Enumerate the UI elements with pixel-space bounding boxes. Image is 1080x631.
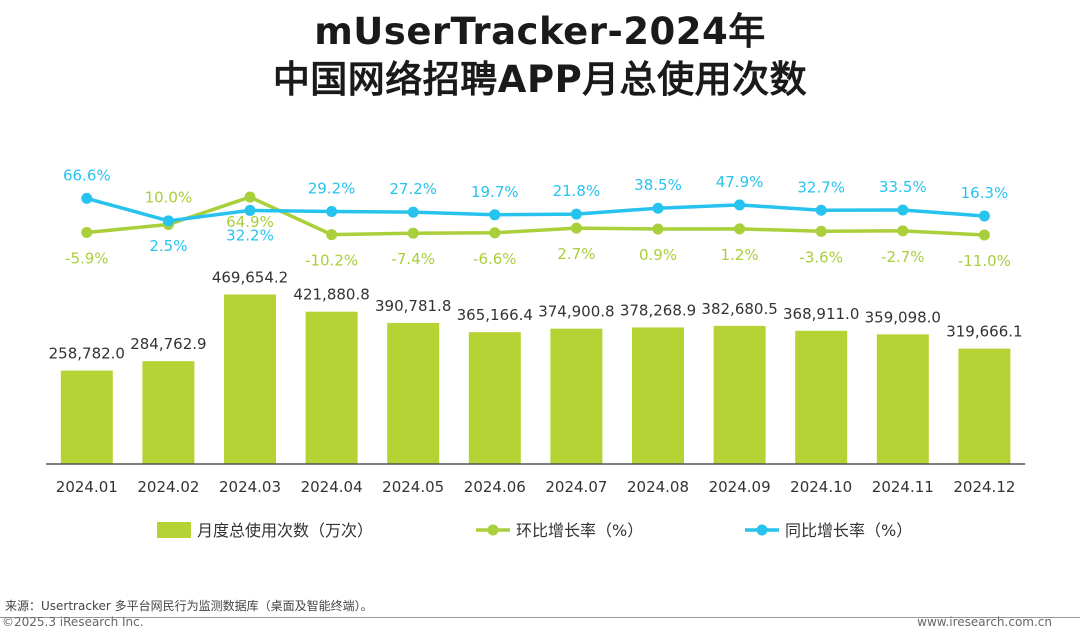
legend-bar-label: 月度总使用次数（万次） xyxy=(197,521,373,540)
mom-point xyxy=(244,191,256,203)
bar-2024.08 xyxy=(632,327,684,464)
mom-point xyxy=(652,223,664,235)
x-tick-label: 2024.09 xyxy=(709,478,771,496)
legend-bar-swatch xyxy=(157,522,191,538)
yoy-point xyxy=(978,210,990,222)
x-tick-label: 2024.01 xyxy=(56,478,118,496)
yoy-value-label: 16.3% xyxy=(961,184,1009,202)
bar-2024.02 xyxy=(142,361,195,464)
bar-value-label: 421,880.8 xyxy=(293,286,369,304)
x-tick-label: 2024.02 xyxy=(137,478,199,496)
bar-value-label: 319,666.1 xyxy=(946,323,1022,341)
yoy-point xyxy=(570,208,582,220)
mom-value-label: 0.9% xyxy=(639,246,677,264)
yoy-value-label: 33.5% xyxy=(879,178,927,196)
yoy-value-label: 21.8% xyxy=(553,182,601,200)
yoy-value-label: 32.7% xyxy=(797,178,845,196)
mom-value-label: -6.6% xyxy=(473,250,517,268)
mom-point xyxy=(326,229,338,241)
x-tick-label: 2024.03 xyxy=(219,478,281,496)
mom-value-label: 1.2% xyxy=(721,246,759,264)
mom-point xyxy=(570,222,582,234)
bar-value-label: 258,782.0 xyxy=(49,345,125,363)
chart-title-line2: 中国网络招聘APP月总使用次数 xyxy=(272,58,808,101)
mom-point xyxy=(815,225,827,237)
yoy-point xyxy=(815,204,827,216)
mom-point xyxy=(978,229,990,241)
mom-point xyxy=(489,227,501,239)
mom-value-label: -10.2% xyxy=(305,252,358,270)
x-tick-label: 2024.06 xyxy=(464,478,526,496)
copyright-text: ©2025.3 iResearch Inc. xyxy=(2,615,144,629)
bar-value-label: 469,654.2 xyxy=(212,268,288,286)
x-tick-label: 2024.04 xyxy=(301,478,363,496)
yoy-point xyxy=(244,204,256,216)
yoy-point xyxy=(162,215,174,227)
yoy-point xyxy=(897,204,909,216)
legend-yoy-marker xyxy=(756,524,768,536)
x-tick-label: 2024.11 xyxy=(872,478,934,496)
bar-2024.01 xyxy=(60,370,113,464)
yoy-point xyxy=(489,209,501,221)
bar-2024.06 xyxy=(468,332,521,464)
yoy-point xyxy=(734,199,746,211)
yoy-point xyxy=(652,202,664,214)
chart-title-line1: mUserTracker-2024年 xyxy=(314,10,766,53)
bar-value-label: 368,911.0 xyxy=(783,305,859,323)
bar-2024.12 xyxy=(958,348,1011,464)
mom-value-label: -2.7% xyxy=(881,248,925,266)
yoy-value-label: 27.2% xyxy=(389,180,437,198)
bar-2024.07 xyxy=(550,328,603,464)
bar-value-label: 390,781.8 xyxy=(375,297,451,315)
website-text: www.iresearch.com.cn xyxy=(917,615,1052,629)
yoy-value-label: 38.5% xyxy=(634,176,682,194)
mom-value-label: -5.9% xyxy=(65,249,109,267)
x-tick-label: 2024.05 xyxy=(382,478,444,496)
yoy-point xyxy=(407,206,419,218)
mom-value-label: 64.9% xyxy=(226,213,274,231)
yoy-value-label: 29.2% xyxy=(308,179,356,197)
mom-value-label: 2.7% xyxy=(557,245,595,263)
mom-value-label: -3.6% xyxy=(799,248,843,266)
legend-mom-marker xyxy=(487,524,499,536)
bar-2024.09 xyxy=(713,325,766,464)
legend-yoy-label: 同比增长率（%） xyxy=(785,521,912,540)
x-tick-label: 2024.12 xyxy=(953,478,1015,496)
yoy-point xyxy=(81,192,93,204)
mom-value-label: -7.4% xyxy=(391,250,435,268)
bar-2024.03 xyxy=(224,294,276,464)
mom-point xyxy=(81,226,93,238)
bar-value-label: 374,900.8 xyxy=(538,303,614,321)
legend-mom-label: 环比增长率（%） xyxy=(516,521,643,540)
mom-value-label: 10.0% xyxy=(145,189,193,207)
bar-value-label: 378,268.9 xyxy=(620,301,696,319)
x-tick-label: 2024.10 xyxy=(790,478,852,496)
yoy-value-label: 19.7% xyxy=(471,183,519,201)
bar-value-label: 284,762.9 xyxy=(130,335,206,353)
bar-value-label: 365,166.4 xyxy=(457,306,533,324)
source-note: 来源：Usertracker 多平台网民行为监测数据库（桌面及智能终端）。 xyxy=(5,599,373,613)
bar-value-label: 382,680.5 xyxy=(701,300,777,318)
bar-2024.05 xyxy=(387,322,440,464)
bar-2024.04 xyxy=(305,311,358,464)
x-tick-label: 2024.07 xyxy=(545,478,607,496)
mom-line xyxy=(86,195,985,237)
mom-value-label: -11.0% xyxy=(958,252,1011,270)
yoy-line xyxy=(86,196,985,223)
bar-value-label: 359,098.0 xyxy=(865,308,941,326)
x-tick-label: 2024.08 xyxy=(627,478,689,496)
yoy-point xyxy=(326,205,338,217)
mom-point xyxy=(734,223,746,235)
mom-point xyxy=(897,225,909,237)
yoy-value-label: 32.2% xyxy=(226,226,274,244)
bar-2024.10 xyxy=(795,330,848,464)
footer-divider xyxy=(0,617,1080,618)
bar-2024.11 xyxy=(876,334,929,464)
mom-point xyxy=(407,227,419,239)
yoy-value-label: 2.5% xyxy=(149,237,187,255)
yoy-value-label: 47.9% xyxy=(716,173,764,191)
yoy-value-label: 66.6% xyxy=(63,166,111,184)
